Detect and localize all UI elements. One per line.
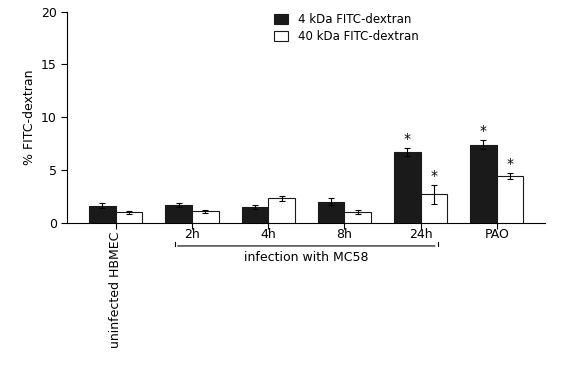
Text: 8h: 8h <box>337 228 352 241</box>
Bar <box>268 199 295 223</box>
Bar <box>165 205 192 223</box>
Text: uninfected HBMEC: uninfected HBMEC <box>110 231 123 348</box>
Text: *: * <box>430 169 437 183</box>
Bar <box>420 194 447 223</box>
Bar <box>116 212 143 223</box>
Bar <box>345 212 371 223</box>
Text: infection with MC58: infection with MC58 <box>244 251 369 264</box>
Text: PAO: PAO <box>484 228 509 241</box>
Text: *: * <box>404 132 411 146</box>
Bar <box>89 206 116 223</box>
Bar <box>318 202 345 223</box>
Text: 4h: 4h <box>260 228 276 241</box>
Text: *: * <box>506 157 514 171</box>
Bar <box>242 207 268 223</box>
Legend: 4 kDa FITC-dextran, 40 kDa FITC-dextran: 4 kDa FITC-dextran, 40 kDa FITC-dextran <box>274 13 418 43</box>
Text: 2h: 2h <box>184 228 200 241</box>
Text: 24h: 24h <box>409 228 432 241</box>
Bar <box>470 145 497 223</box>
Bar <box>192 211 219 223</box>
Text: *: * <box>480 124 487 138</box>
Bar <box>497 176 523 223</box>
Y-axis label: % FITC-dextran: % FITC-dextran <box>22 70 35 165</box>
Bar <box>394 152 420 223</box>
